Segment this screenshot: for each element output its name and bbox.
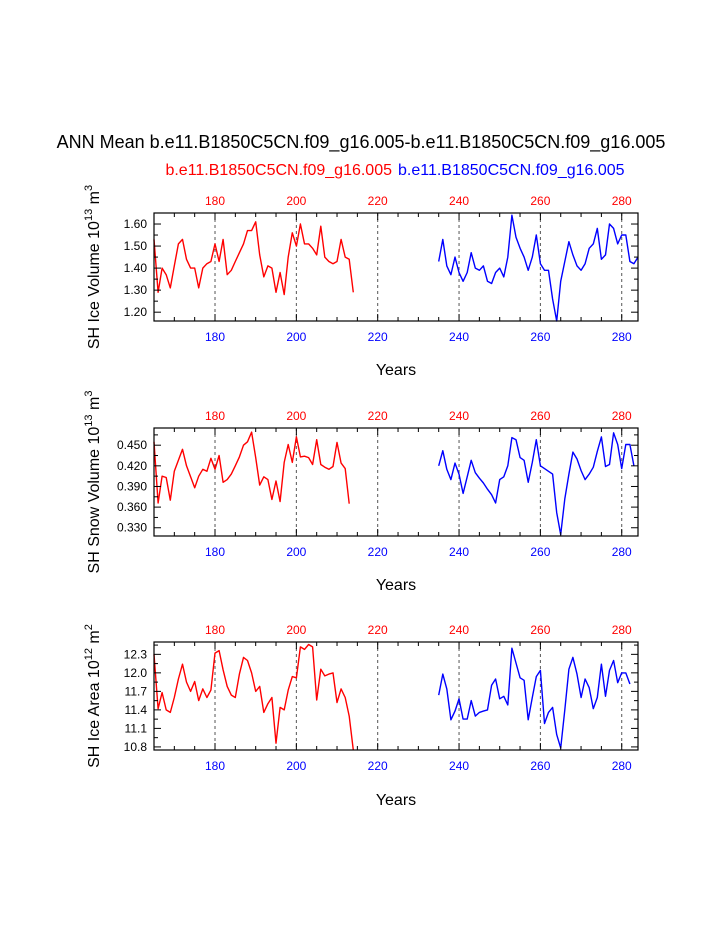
x-tick-label-bottom: 240 <box>449 759 469 773</box>
y-tick-label: 11.4 <box>125 703 148 717</box>
x-tick-label-bottom: 280 <box>612 759 632 773</box>
y-label-exponent: 13 <box>83 209 95 221</box>
y-label-main: SH Ice Area 10 <box>86 660 103 768</box>
x-tick-label-top: 200 <box>286 623 306 637</box>
x-tick-label-top: 280 <box>612 623 632 637</box>
legend-right-label: b.e11.B1850C5CN.f09_g16.005 <box>398 162 625 179</box>
y-label-unit-exponent: 3 <box>83 185 95 191</box>
x-tick-label-top: 260 <box>530 623 550 637</box>
panel-2: 180 180 200 200 220 220 240 240 260 260 280 280 0.33… <box>83 391 639 594</box>
y-axis-label: SH Snow Volume 1013 m3 <box>83 391 103 574</box>
x-tick-label-top: 180 <box>205 409 225 423</box>
y-label-unit: m <box>86 191 103 209</box>
figure-title: ANN Mean b.e11.B1850C5CN.f09_g16.005-b.e… <box>57 132 666 153</box>
y-axis-label: SH Ice Area 1012 m2 <box>83 624 103 768</box>
y-tick-label: 11.1 <box>125 721 148 735</box>
x-tick-label-top: 180 <box>205 623 225 637</box>
y-tick-label: 0.360 <box>117 500 147 514</box>
y-label-unit: m <box>86 630 103 648</box>
x-axis-label: Years <box>376 792 416 809</box>
x-tick-label-top: 260 <box>530 409 550 423</box>
y-tick-label: 1.40 <box>124 261 148 275</box>
y-label-exponent: 12 <box>83 648 95 660</box>
y-tick-label: 0.420 <box>117 459 147 473</box>
x-tick-label-bottom: 180 <box>205 545 225 559</box>
y-label-unit-exponent: 2 <box>83 624 95 630</box>
series-line-blue <box>438 432 635 536</box>
y-label-main: SH Ice Volume 10 <box>86 221 103 349</box>
x-tick-label-top: 240 <box>449 194 469 208</box>
x-tick-label-bottom: 260 <box>530 545 550 559</box>
series-line-blue <box>438 214 639 322</box>
x-tick-label-top: 280 <box>612 409 632 423</box>
x-tick-label-top: 280 <box>612 194 632 208</box>
y-tick-label: 1.30 <box>124 283 148 297</box>
x-tick-label-bottom: 200 <box>286 330 306 344</box>
y-label-main: SH Snow Volume 10 <box>86 427 103 574</box>
x-tick-label-top: 260 <box>530 194 550 208</box>
x-tick-label-bottom: 220 <box>368 759 388 773</box>
y-tick-label: 12.3 <box>124 647 148 661</box>
x-tick-label-bottom: 260 <box>530 330 550 344</box>
y-label-exponent: 13 <box>83 414 95 426</box>
x-tick-label-bottom: 200 <box>286 759 306 773</box>
plot-frame <box>153 641 639 751</box>
series-line-red <box>153 221 354 296</box>
panel-1: 180 180 200 200 220 220 240 240 260 260 280 280 1.20… <box>83 185 639 379</box>
x-tick-label-bottom: 240 <box>449 330 469 344</box>
y-tick-label: 10.8 <box>124 740 148 754</box>
plot-frame <box>153 212 639 322</box>
y-label-unit: m <box>86 397 103 415</box>
x-tick-label-bottom: 220 <box>368 330 388 344</box>
x-tick-label-top: 180 <box>205 194 225 208</box>
series-line-blue <box>438 647 631 749</box>
x-tick-label-bottom: 280 <box>612 545 632 559</box>
chart-panels: 180 180 200 200 220 220 240 240 260 260 280 280 1.20… <box>83 185 639 809</box>
y-tick-label: 1.50 <box>124 239 148 253</box>
x-tick-label-bottom: 200 <box>286 545 306 559</box>
x-tick-label-top: 240 <box>449 409 469 423</box>
y-tick-label: 1.20 <box>124 305 148 319</box>
y-tick-label: 1.60 <box>124 217 148 231</box>
x-tick-label-top: 200 <box>286 194 306 208</box>
x-axis-label: Years <box>376 362 416 379</box>
series-line-red <box>153 431 350 504</box>
x-tick-label-top: 220 <box>368 194 388 208</box>
x-tick-label-top: 220 <box>368 409 388 423</box>
y-tick-label: 0.390 <box>117 479 147 493</box>
x-tick-label-top: 240 <box>449 623 469 637</box>
x-tick-label-bottom: 280 <box>612 330 632 344</box>
y-label-unit-exponent: 3 <box>83 391 95 397</box>
x-tick-label-bottom: 240 <box>449 545 469 559</box>
x-tick-label-top: 220 <box>368 623 388 637</box>
x-axis-label: Years <box>376 577 416 594</box>
x-tick-label-top: 200 <box>286 409 306 423</box>
x-tick-label-bottom: 180 <box>205 330 225 344</box>
plot-frame <box>153 427 639 537</box>
y-tick-label: 0.450 <box>117 438 147 452</box>
x-tick-label-bottom: 180 <box>205 759 225 773</box>
x-tick-label-bottom: 260 <box>530 759 550 773</box>
x-tick-label-bottom: 220 <box>368 545 388 559</box>
y-tick-label: 11.7 <box>125 684 148 698</box>
legend-left-label: b.e11.B1850C5CN.f09_g16.005 <box>165 162 392 179</box>
series-line-red <box>153 643 354 751</box>
y-tick-label: 0.330 <box>117 521 147 535</box>
y-tick-label: 12.0 <box>124 666 148 680</box>
panel-3: 180 180 200 200 220 220 240 240 260 260 280 280 10.8… <box>83 623 639 809</box>
y-axis-label: SH Ice Volume 1013 m3 <box>83 185 103 349</box>
